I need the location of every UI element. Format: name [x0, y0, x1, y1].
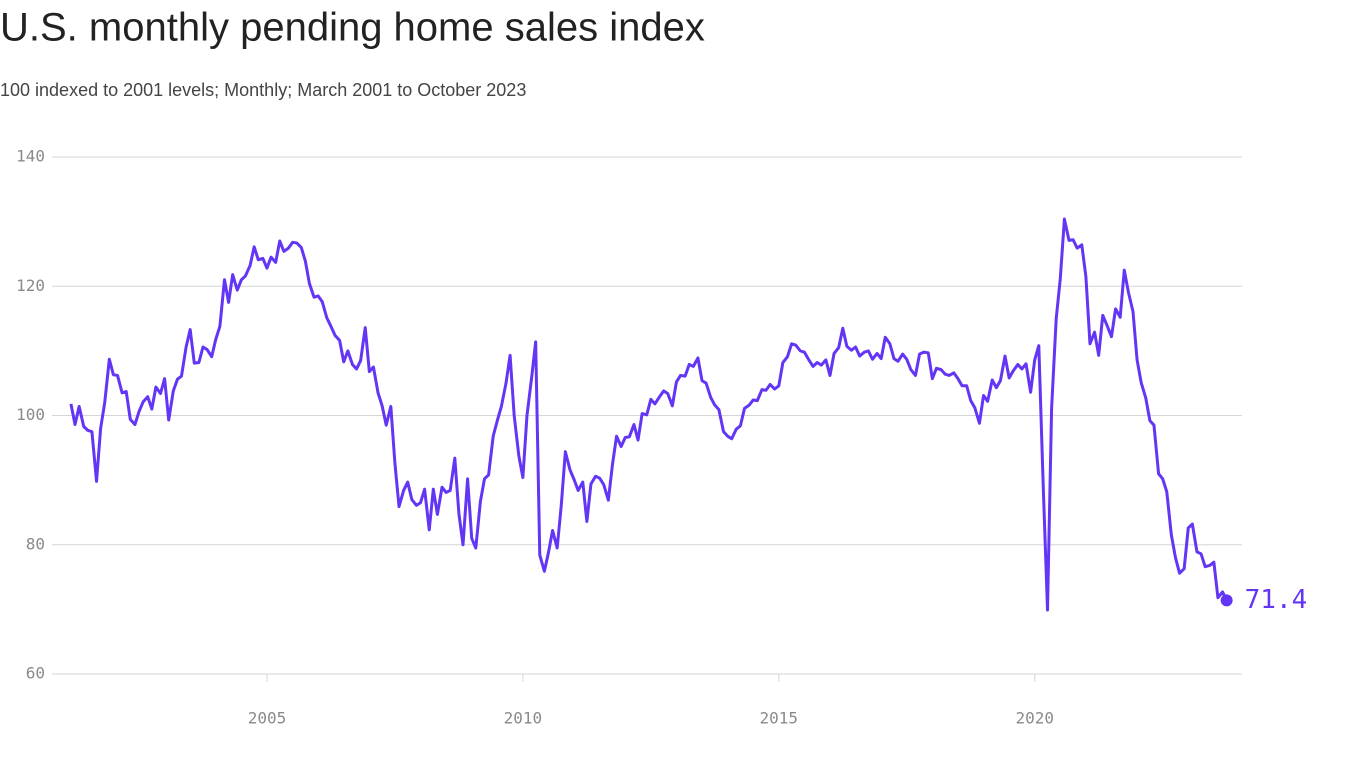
x-tick-label: 2015: [760, 709, 799, 728]
x-tick-label: 2020: [1015, 709, 1054, 728]
series-line: [69, 217, 1228, 612]
chart-title: U.S. monthly pending home sales index: [0, 6, 705, 50]
y-tick-label: 120: [16, 276, 45, 295]
end-dot: [1220, 594, 1233, 607]
y-tick-label: 80: [26, 534, 45, 553]
chart-subtitle: 100 indexed to 2001 levels; Monthly; Mar…: [0, 80, 526, 100]
x-tick-label: 2010: [504, 709, 543, 728]
y-tick-label: 60: [26, 664, 45, 683]
end-value-label: 71.4: [1245, 585, 1308, 615]
y-tick-label: 100: [16, 405, 45, 424]
x-tick-label: 2005: [248, 709, 287, 728]
y-tick-label: 140: [16, 147, 45, 166]
